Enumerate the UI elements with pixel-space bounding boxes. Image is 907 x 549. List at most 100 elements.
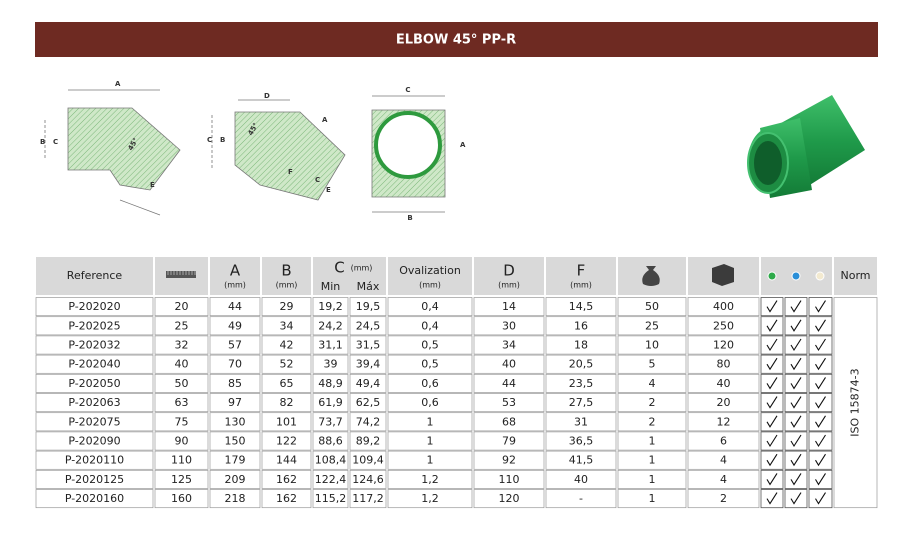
cell (545, 431, 617, 451)
cell (387, 297, 473, 317)
check-mark (766, 396, 778, 409)
cell (261, 373, 312, 393)
cell-text: 27,5 (569, 396, 594, 409)
cell-text: 109,4 (352, 454, 384, 467)
cell-text: 36,5 (569, 435, 594, 448)
cell-text: 0,6 (421, 396, 439, 409)
check-mark (790, 357, 802, 371)
cell-text: 44 (502, 377, 516, 390)
cell (545, 469, 617, 489)
check-cell (784, 431, 808, 451)
cell (209, 335, 261, 355)
cell-text: 4 (720, 473, 727, 486)
cell-text: 209 (225, 473, 246, 486)
cell (617, 412, 687, 432)
cell (312, 450, 349, 470)
cell (617, 354, 687, 374)
cell-text: 44 (228, 300, 242, 313)
cell-text: 0,4 (421, 300, 439, 313)
check-mark (766, 338, 778, 352)
header-text: D (503, 262, 515, 280)
cell-text: 120 (713, 339, 734, 352)
cell-text: 1 (649, 435, 656, 448)
header-cell (210, 257, 260, 295)
cell (473, 354, 545, 374)
cell (261, 297, 312, 317)
diagram-label: D (264, 92, 270, 100)
cell-text: P-202025 (68, 319, 120, 332)
cell-text: 19,5 (356, 300, 381, 313)
cell-text: 34 (280, 319, 294, 332)
cell (261, 469, 312, 489)
cell (473, 297, 545, 317)
check-mark (790, 319, 802, 332)
diagram-label: B (220, 136, 225, 144)
diagram-label: C (207, 136, 212, 144)
cell (35, 354, 154, 374)
cell-text: 31,1 (318, 339, 343, 352)
cell (312, 393, 349, 413)
cell (687, 297, 760, 317)
cell (154, 489, 209, 509)
cell-text: 24,2 (318, 319, 343, 332)
cell (154, 297, 209, 317)
check-cell (760, 489, 784, 509)
header-text: A (230, 262, 241, 280)
norm-cell (833, 297, 878, 509)
check-cell (784, 489, 808, 509)
header-cell (834, 257, 877, 295)
cell-text: - (579, 492, 583, 505)
cell (349, 412, 387, 432)
cell (473, 450, 545, 470)
check-cell (760, 431, 784, 451)
diagram-label: F (288, 168, 293, 176)
cell-text: 14,5 (569, 300, 594, 313)
cell-text: 25 (645, 319, 659, 332)
cell-text: 49 (228, 319, 242, 332)
check-cell (760, 450, 784, 470)
header-text: Min (321, 280, 341, 293)
cell-text: 101 (276, 415, 297, 428)
diagram (44, 89, 181, 216)
cell (35, 489, 154, 509)
cell (617, 450, 687, 470)
cell (261, 431, 312, 451)
cell-text: 1 (427, 435, 434, 448)
cell (387, 354, 473, 374)
cell-text: 16 (574, 319, 588, 332)
check-cell (760, 335, 784, 355)
cell (687, 316, 760, 336)
cell-text: 85 (228, 377, 242, 390)
cell-text: 68 (502, 415, 516, 428)
check-mark (790, 415, 802, 428)
cell (154, 469, 209, 489)
check-mark (766, 434, 778, 448)
cell (154, 354, 209, 374)
cell (349, 469, 387, 489)
cell (545, 316, 617, 336)
cell (35, 450, 154, 470)
cell-text: 0,5 (421, 339, 439, 352)
cell-text: 18 (574, 339, 588, 352)
check-mark (766, 357, 778, 371)
cell (473, 393, 545, 413)
header-cell (546, 257, 616, 295)
check-mark (790, 473, 802, 486)
cell (35, 373, 154, 393)
cell-text: 24,5 (356, 319, 381, 332)
check-mark (815, 473, 826, 486)
cell-text: 250 (713, 319, 734, 332)
cell-text: 39,4 (356, 358, 381, 371)
check-mark (815, 338, 826, 352)
cell-text: 117,2 (352, 492, 384, 505)
color-dot (791, 271, 801, 281)
check-mark (815, 434, 826, 448)
diagram (371, 95, 446, 213)
cell (209, 489, 261, 509)
cell-text: 31 (574, 415, 588, 428)
header-cell (474, 257, 544, 295)
cell (154, 316, 209, 336)
check-mark (790, 377, 802, 390)
cell-text: 0,6 (421, 377, 439, 390)
cell-text: 20 (717, 396, 731, 409)
